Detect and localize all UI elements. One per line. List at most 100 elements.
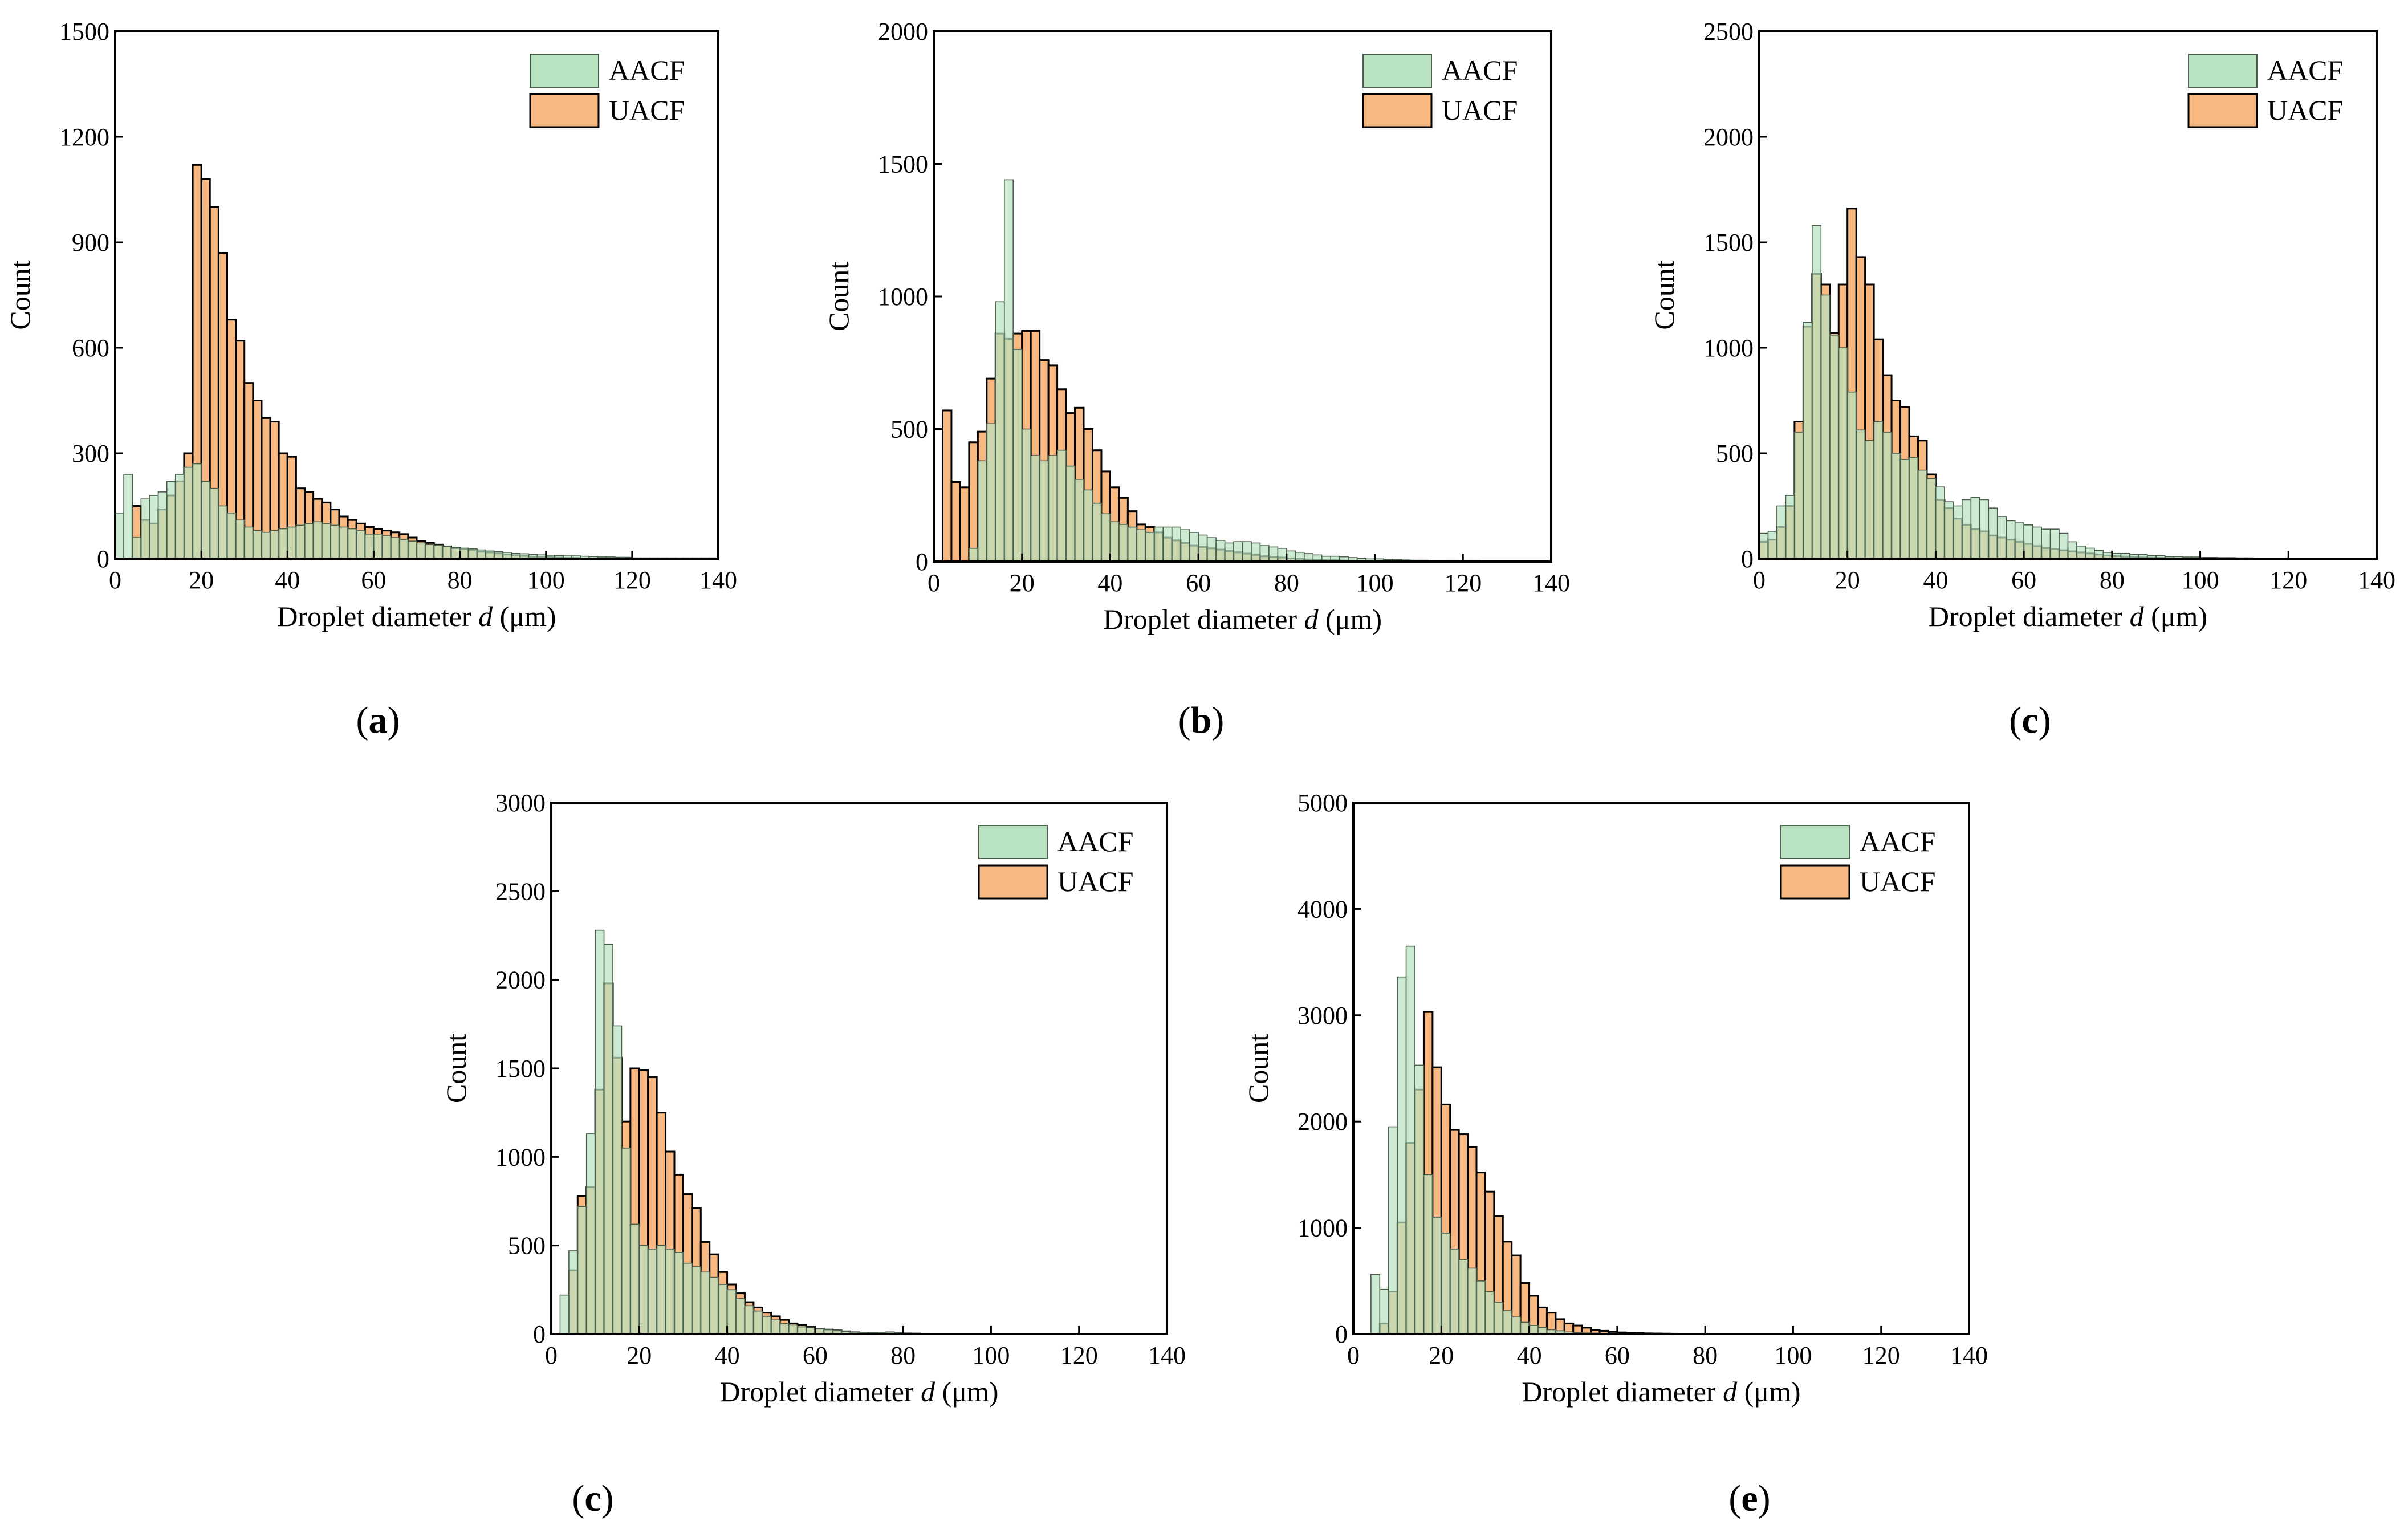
aacf-bar	[1030, 455, 1040, 562]
aacf-bar	[1484, 1291, 1495, 1335]
aacf-bar	[1268, 546, 1279, 562]
y-tick-label: 5000	[1297, 789, 1348, 817]
y-tick-label: 1000	[495, 1143, 546, 1171]
x-tick-label: 20	[1835, 566, 1860, 594]
y-axis-title: Count	[1648, 260, 1680, 330]
aacf-bar	[339, 526, 348, 559]
aacf-bar	[1962, 499, 1972, 559]
x-tick-label: 20	[627, 1341, 652, 1369]
aacf-bar	[1074, 479, 1084, 562]
uacf-legend-label: UACF	[1442, 94, 1518, 126]
aacf-bar	[347, 528, 357, 559]
aacf-bar	[1494, 1302, 1504, 1335]
aacf-bar	[577, 1206, 587, 1335]
x-tick-label: 0	[109, 566, 121, 594]
x-tick-label: 120	[613, 566, 651, 594]
aacf-bar	[2023, 524, 2033, 559]
aacf-bar	[1233, 541, 1243, 562]
aacf-bar	[1127, 526, 1137, 562]
aacf-bar	[692, 1266, 702, 1335]
x-tick-label: 120	[2269, 566, 2307, 594]
y-tick-label: 0	[1335, 1320, 1348, 1348]
aacf-bar	[209, 487, 219, 559]
legend: AACF UACF	[2187, 54, 2343, 128]
uacf-legend-label: UACF	[2267, 94, 2343, 126]
aacf-legend-label: AACF	[1860, 825, 1935, 857]
aacf-bar	[762, 1316, 772, 1335]
aacf-bar	[321, 523, 331, 559]
aacf-bar	[1502, 1310, 1512, 1335]
x-tick-label: 40	[715, 1341, 740, 1369]
uacf-legend-swatch	[2187, 93, 2258, 128]
uacf-legend-label: UACF	[1057, 865, 1133, 897]
y-tick-label: 600	[72, 334, 109, 362]
aacf-bar	[1056, 449, 1067, 562]
y-tick-label: 1000	[1703, 334, 1754, 362]
y-tick-label: 2500	[495, 877, 546, 905]
uacf-legend-swatch	[978, 864, 1048, 900]
aacf-bar	[364, 534, 375, 559]
aacf-bar	[2049, 528, 2060, 559]
y-axis-title: Count	[440, 1034, 472, 1103]
y-tick-label: 2500	[1703, 18, 1754, 46]
x-tick-label: 120	[1060, 1341, 1098, 1369]
aacf-bar	[1988, 507, 1998, 559]
aacf-bar	[1171, 526, 1181, 562]
aacf-bar	[1864, 440, 1874, 559]
aacf-bar	[1206, 537, 1217, 562]
aacf-bar	[1277, 547, 1287, 562]
x-tick-label: 80	[2100, 566, 2125, 594]
y-tick-label: 2000	[1703, 123, 1754, 151]
aacf-bar	[184, 466, 193, 559]
aacf-bar	[1467, 1267, 1477, 1335]
aacf-bar	[295, 524, 306, 559]
aacf-bar	[2067, 541, 2077, 559]
y-tick-label: 3000	[1297, 1002, 1348, 1030]
aacf-bar	[1944, 501, 1954, 559]
aacf-bar	[226, 513, 237, 559]
aacf-bar	[1996, 516, 2007, 559]
chart-panel-a: 0 20 40 60 80 100 120 140 0 300 600 900 1200 1500 Drop…	[4, 18, 737, 741]
x-tick-label: 80	[890, 1341, 916, 1369]
aacf-bar	[218, 505, 228, 559]
aacf-legend-label: AACF	[1057, 825, 1133, 857]
aacf-bar	[1145, 532, 1155, 562]
x-tick-label: 40	[275, 566, 300, 594]
aacf-bar	[278, 528, 288, 559]
aacf-bar	[2014, 522, 2024, 559]
aacf-bar	[1838, 347, 1848, 559]
aacf-legend-swatch	[978, 825, 1048, 859]
aacf-bar	[192, 463, 202, 559]
panel-label: (b)	[1178, 700, 1225, 741]
legend: AACF UACF	[1780, 825, 1935, 900]
y-tick-label: 1500	[1703, 229, 1754, 257]
x-tick-label: 100	[2182, 566, 2219, 594]
aacf-bar	[1873, 421, 1884, 559]
aacf-bar	[433, 544, 444, 559]
aacf-bar	[1458, 1259, 1469, 1335]
x-tick-label: 100	[972, 1341, 1010, 1369]
panel-label: (c)	[572, 1478, 613, 1519]
plot-frame	[114, 30, 719, 560]
x-tick-label: 100	[527, 566, 565, 594]
aacf-legend-label: AACF	[1442, 54, 1518, 86]
aacf-bar	[1759, 532, 1769, 559]
aacf-bar	[450, 547, 461, 559]
aacf-bar	[132, 537, 142, 559]
x-tick-label: 20	[189, 566, 214, 594]
aacf-bar	[1251, 542, 1261, 562]
aacf-bar	[398, 539, 409, 559]
aacf-bar	[373, 534, 383, 559]
bars	[115, 164, 719, 560]
aacf-legend-swatch	[1362, 54, 1432, 88]
aacf-bar	[718, 1284, 728, 1335]
aacf-bar	[1065, 465, 1076, 562]
aacf-bar	[253, 530, 262, 559]
aacf-legend-label: AACF	[609, 54, 685, 86]
x-tick-label: 140	[1950, 1341, 1988, 1369]
aacf-bar	[1785, 495, 1795, 559]
aacf-bar	[1970, 497, 1980, 559]
y-tick-label: 0	[97, 545, 109, 573]
aacf-bar	[390, 537, 400, 559]
